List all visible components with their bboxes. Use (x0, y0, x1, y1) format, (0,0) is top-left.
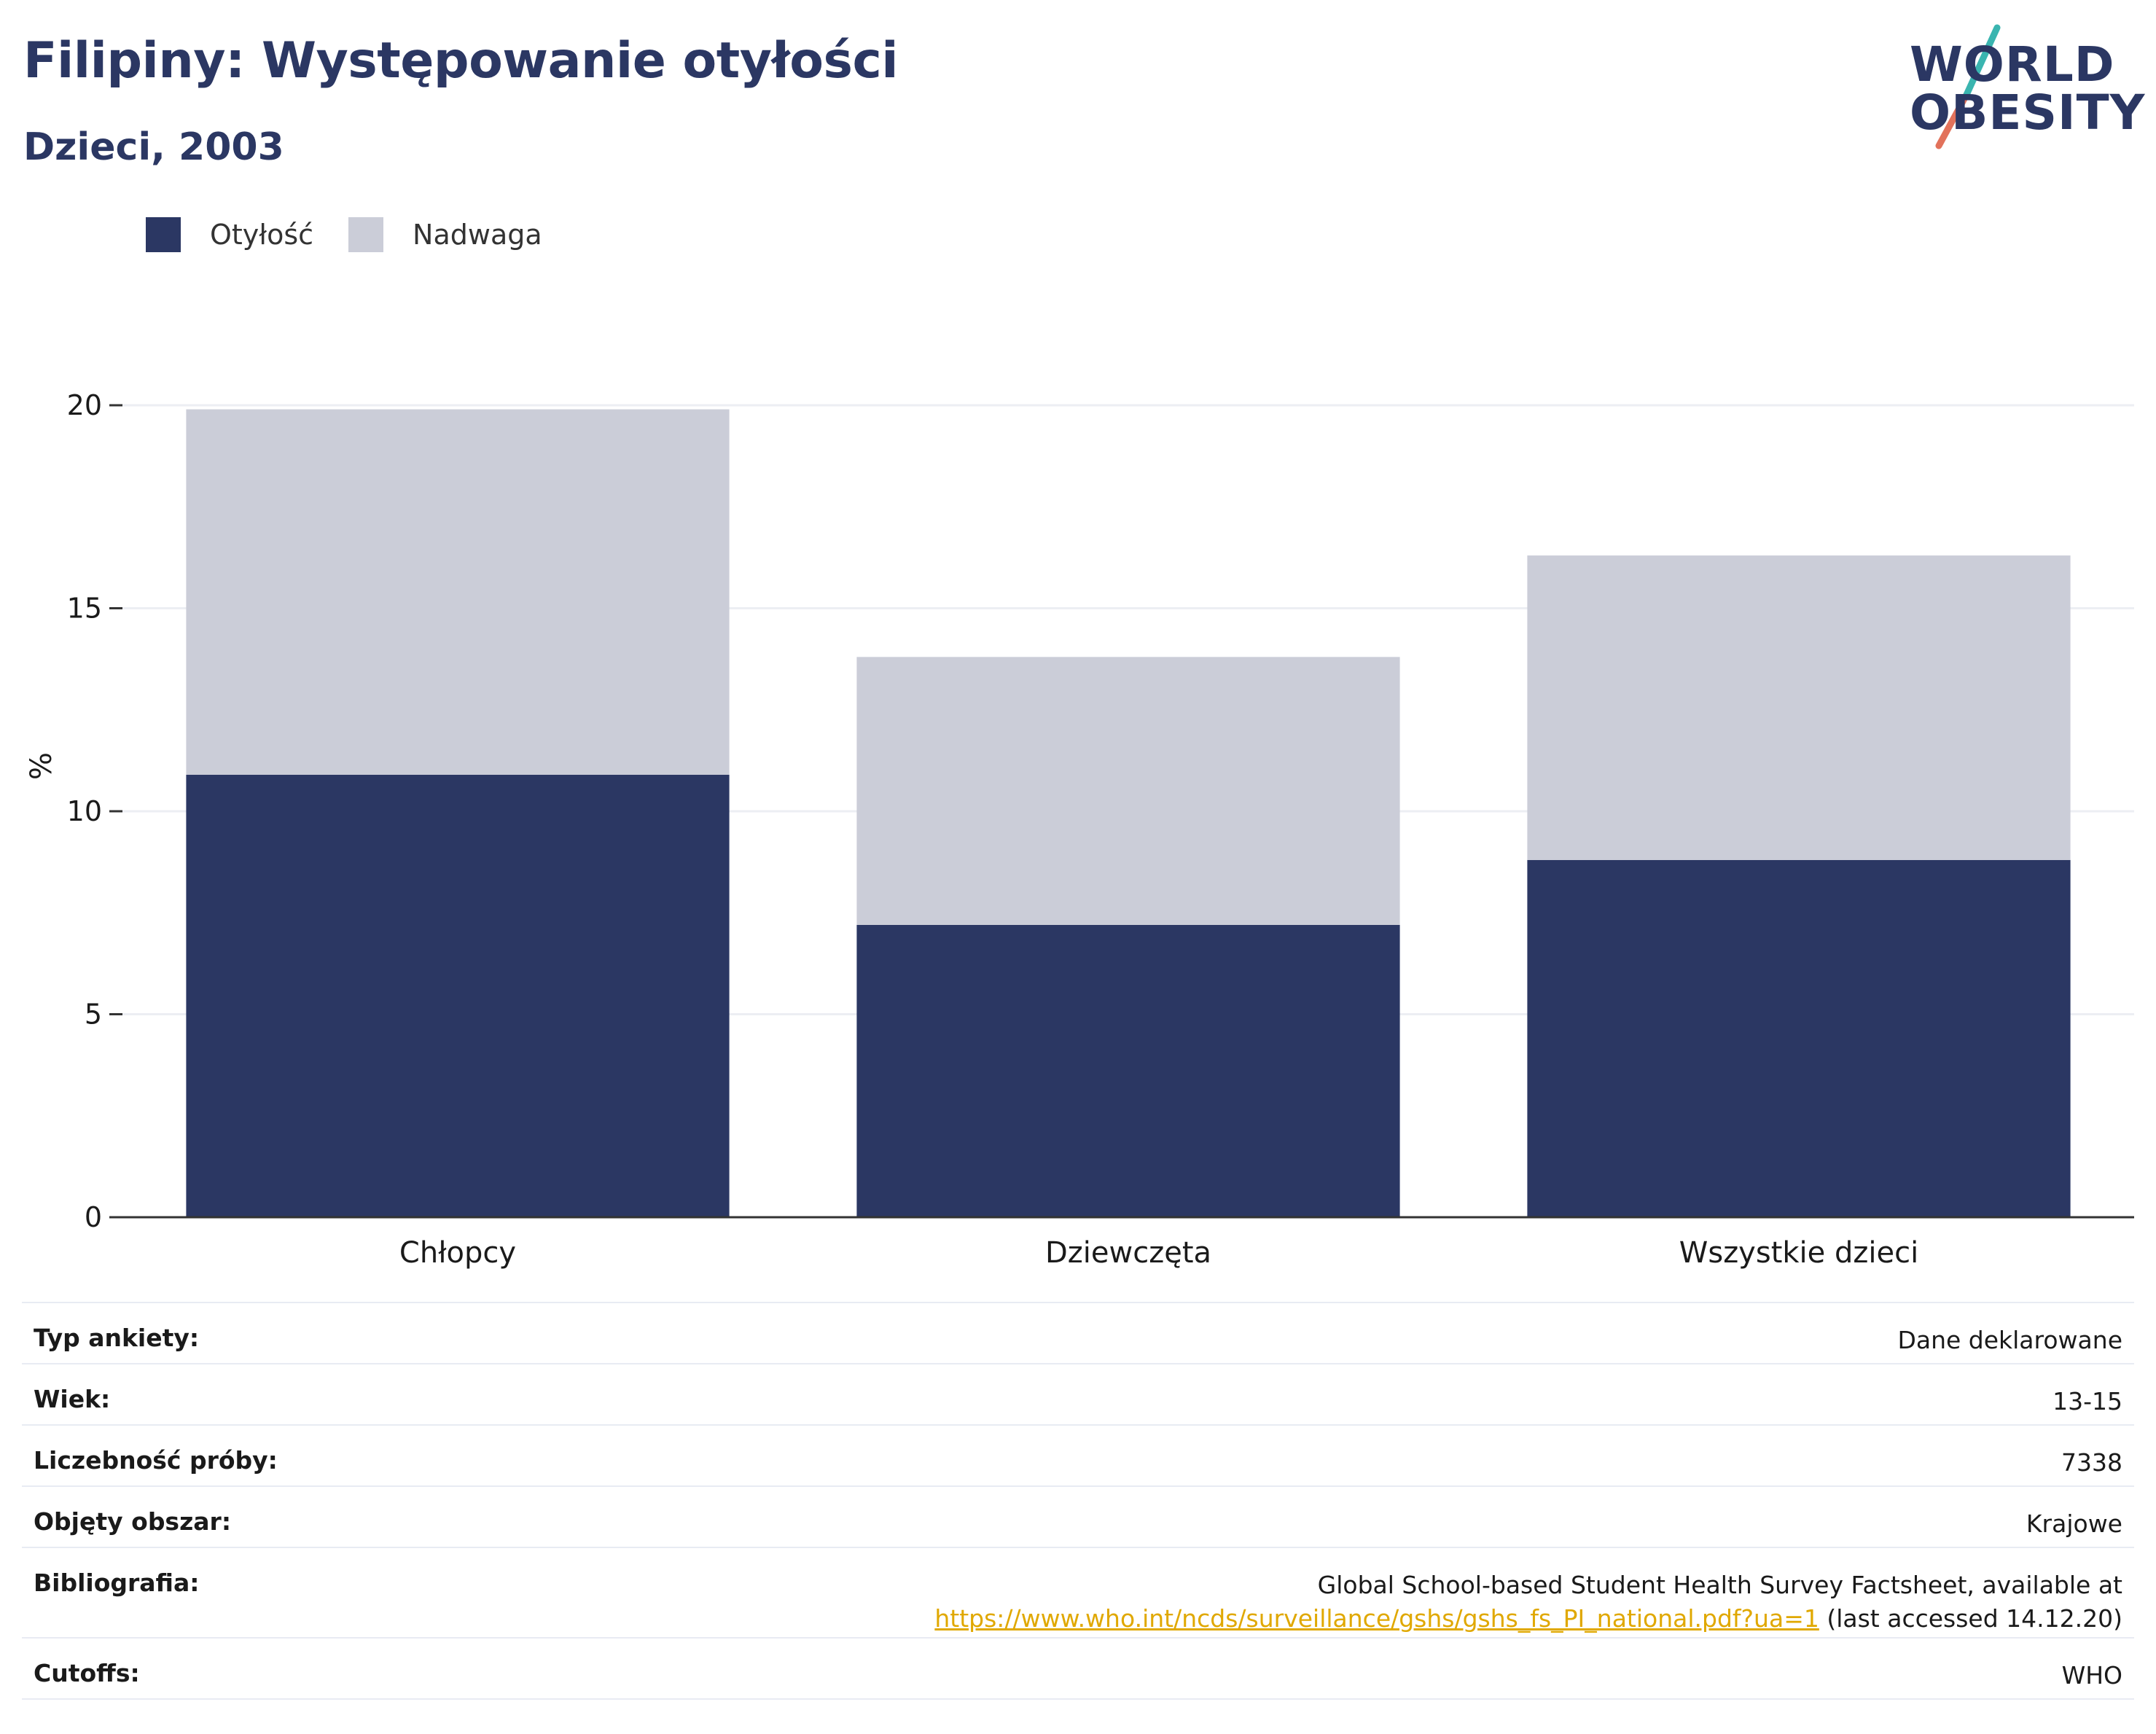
bar-overweight-0 (186, 409, 730, 775)
logo-word-obesity: OBESITY (1910, 85, 2146, 141)
legend-item-overweight[interactable]: Nadwaga (348, 217, 542, 252)
table-key: Bibliografia: (34, 1569, 200, 1597)
table-key: Cutoffs: (34, 1659, 140, 1687)
y-tick-label: 10 (67, 795, 102, 827)
table-value: 7338 (2061, 1448, 2122, 1477)
legend-item-obesity[interactable]: Otyłość (146, 217, 313, 252)
bar-obesity-2 (1527, 859, 2071, 1217)
legend: Otyłość Nadwaga (146, 217, 577, 252)
logo-word-world: WORLD (1910, 36, 2115, 93)
legend-swatch-overweight (348, 217, 384, 252)
table-row-area: Objęty obszar: Krajowe (22, 1485, 2134, 1547)
bar-chart: 0 5 10 15 20 Chłopcy Dziewczęta Wszystkie dziec… (67, 389, 2134, 1270)
bar-overweight-1 (856, 657, 1400, 925)
bar-obesity-0 (186, 774, 730, 1217)
bar-overweight-2 (1527, 555, 2071, 860)
world-obesity-logo: WORLD OBESITY (1880, 22, 2146, 153)
metadata-table: Typ ankiety: Dane deklarowane Wiek: 13-1… (22, 1302, 2134, 1700)
table-value: WHO (2061, 1661, 2122, 1690)
y-tick-label: 0 (85, 1201, 102, 1233)
logo-slash-icon (1935, 24, 2001, 149)
table-key: Objęty obszar: (34, 1507, 232, 1536)
table-value: Krajowe (2026, 1510, 2122, 1538)
table-key: Liczebność próby: (34, 1446, 278, 1475)
chart-title: Filipiny: Występowanie otyłości (23, 32, 899, 90)
table-value: Global School-based Student Health Surve… (934, 1548, 2122, 1637)
x-tick-label: Chłopcy (399, 1236, 516, 1270)
legend-swatch-obesity (146, 217, 181, 252)
legend-label-obesity: Otyłość (210, 219, 314, 251)
table-row-cutoffs: Cutoffs: WHO (22, 1637, 2134, 1700)
table-key: Typ ankiety: (34, 1324, 200, 1352)
bibliography-link[interactable]: https://www.who.int/ncds/surveillance/gs… (934, 1604, 1819, 1633)
y-tick-label: 5 (85, 999, 102, 1031)
table-value: 13-15 (2053, 1387, 2122, 1415)
table-key: Wiek: (34, 1385, 111, 1413)
y-tick-label: 20 (67, 389, 102, 421)
bibliography-text: Global School-based Student Health Surve… (1317, 1571, 2122, 1599)
x-tick-label: Wszystkie dzieci (1679, 1236, 1918, 1270)
table-row-sample-size: Liczebność próby: 7338 (22, 1424, 2134, 1485)
legend-label-overweight: Nadwaga (413, 219, 542, 251)
table-value: Dane deklarowane (1897, 1326, 2122, 1354)
table-row-age: Wiek: 13-15 (22, 1363, 2134, 1424)
table-row-survey-type: Typ ankiety: Dane deklarowane (22, 1302, 2134, 1363)
bibliography-suffix: (last accessed 14.12.20) (1819, 1604, 2122, 1633)
table-row-bibliography: Bibliografia: Global School-based Studen… (22, 1547, 2134, 1637)
chart-subtitle: Dzieci, 2003 (23, 125, 284, 169)
x-tick-label: Dziewczęta (1045, 1236, 1211, 1270)
y-tick-label: 15 (67, 593, 102, 625)
bar-obesity-1 (856, 924, 1400, 1217)
